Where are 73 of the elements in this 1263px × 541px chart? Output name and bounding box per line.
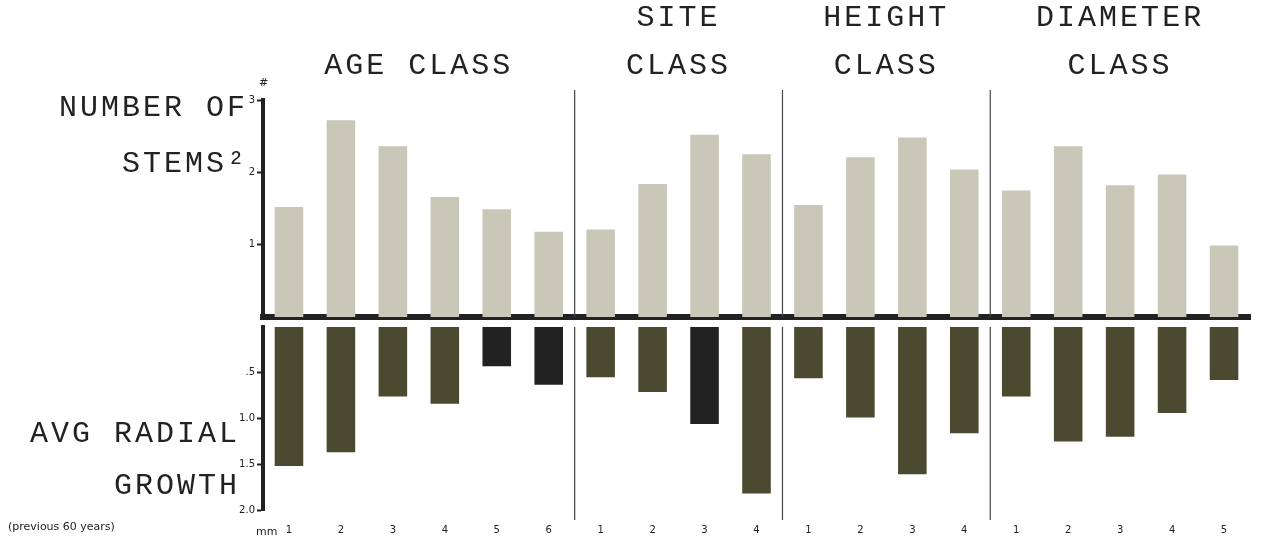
x-tick-label: 1: [285, 523, 293, 535]
y-tick-label: .5: [245, 366, 255, 378]
bar: [1053, 146, 1083, 317]
bar: [1105, 327, 1135, 437]
y-tick-label: 2.0: [239, 503, 255, 515]
text: (previous 60 years): [8, 520, 115, 533]
x-tick-label: 4: [1168, 523, 1176, 535]
bar: [1157, 174, 1187, 317]
x-tick-label: 6: [545, 523, 552, 535]
y-axis-title: NUMBER OF STEMS²: [57, 90, 248, 183]
y-tick-label: 1.5: [239, 457, 255, 469]
x-tick-label: 2: [649, 523, 656, 535]
bar: [326, 327, 356, 453]
y-axis-title: AVG RADIAL GROWTH: [28, 416, 240, 505]
x-tick-label: 2: [337, 523, 345, 535]
bar: [482, 327, 512, 367]
bar: [1053, 327, 1083, 442]
text: SITE CLASS: [625, 0, 733, 85]
bar: [326, 120, 356, 317]
y-tick-label: 2: [248, 165, 255, 177]
x-tick-label: 3: [701, 523, 708, 535]
text: DIAMETER CLASS: [1035, 0, 1206, 85]
bar: [898, 137, 927, 317]
x-tick-label: 2: [1065, 523, 1072, 535]
y-tick-label: 3: [248, 93, 255, 105]
bar: [950, 169, 979, 317]
text: mm: [256, 525, 278, 538]
bar: [1001, 190, 1031, 317]
x-tick-label: 3: [1116, 523, 1124, 535]
x-tick-label: 3: [909, 523, 916, 535]
bar: [378, 146, 408, 317]
bar: [794, 327, 823, 379]
x-tick-label: 4: [753, 523, 760, 535]
y-tick-label: 1: [248, 238, 255, 250]
bar: [742, 154, 771, 317]
bar: [1001, 327, 1031, 397]
bar: [846, 327, 875, 418]
bar: [742, 327, 771, 494]
x-tick-label: 1: [1013, 523, 1020, 535]
bar: [534, 327, 563, 385]
bar: [274, 207, 304, 317]
bar: [586, 327, 615, 378]
x-tick-label: 1: [805, 523, 812, 535]
bar: [638, 183, 667, 317]
bar: [430, 327, 460, 404]
bar: [794, 204, 823, 317]
bar: [898, 327, 927, 475]
x-tick-label: 4: [441, 523, 448, 535]
bar: [690, 134, 719, 317]
bar: [430, 196, 460, 317]
bar: [638, 327, 667, 392]
y-tick-label: 1.0: [239, 412, 255, 424]
bar: [378, 327, 408, 397]
x-tick-label: 5: [493, 523, 500, 535]
text: HEIGHT CLASS: [822, 0, 951, 85]
bar: [586, 229, 615, 317]
bar: [1209, 245, 1239, 317]
bar: [846, 157, 875, 317]
bar: [950, 327, 979, 434]
x-tick-label: 4: [961, 523, 968, 535]
x-tick-label: 1: [597, 523, 604, 535]
x-tick-label: 5: [1220, 523, 1228, 535]
text: #: [259, 76, 269, 89]
bar: [1105, 185, 1135, 317]
x-tick-label: 3: [389, 523, 397, 535]
x-tick-label: 2: [857, 523, 864, 535]
text: AGE CLASS: [324, 49, 514, 83]
bar: [534, 231, 563, 317]
bar: [1157, 327, 1187, 414]
bar: [482, 209, 512, 317]
bar: [690, 327, 719, 424]
bar: [1209, 327, 1239, 381]
bar: [274, 327, 304, 467]
